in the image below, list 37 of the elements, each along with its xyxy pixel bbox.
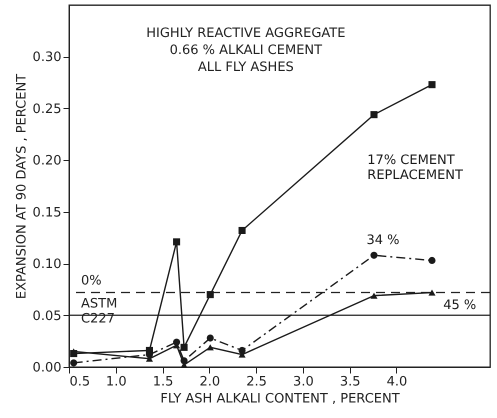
series-label: 34 % xyxy=(366,232,400,248)
y-tick-label: 0.20 xyxy=(32,154,62,169)
point xyxy=(370,292,378,299)
point xyxy=(370,111,378,118)
text: HIGHLY REACTIVE AGGREGATE 0.66 % ALKALI CEMENT ALL FLY ASHES xyxy=(146,26,346,75)
y-tick-label: 0.10 xyxy=(32,257,62,272)
point xyxy=(70,359,78,366)
point xyxy=(70,348,78,355)
point xyxy=(173,238,180,246)
x-axis-title: FLY ASH ALKALI CONTENT , PERCENT xyxy=(160,392,400,406)
y-axis-title: EXPANSION AT 90 DAYS , PERCENT xyxy=(14,74,30,300)
x-tick-label: 1.0 xyxy=(106,374,127,390)
point xyxy=(206,291,214,298)
x-tick-label: 2.5 xyxy=(246,374,267,390)
point xyxy=(428,81,436,88)
x-tick-label: 3.5 xyxy=(340,374,361,390)
y-tick-label: 0.05 xyxy=(32,308,62,324)
x-tick-label: 0.5 xyxy=(70,374,90,390)
x-tick-label: 4.0 xyxy=(386,374,408,390)
point xyxy=(428,256,436,264)
point xyxy=(180,344,188,351)
point xyxy=(238,226,246,234)
point xyxy=(206,334,214,342)
series-label: 17% CEMENT REPLACEMENT xyxy=(367,153,464,184)
x-tick-label: 1.5 xyxy=(152,374,174,390)
ref-line-label: 0% xyxy=(81,274,102,289)
point xyxy=(370,252,378,259)
y-tick-label: 0.15 xyxy=(32,205,62,220)
point xyxy=(206,344,214,350)
y-tick-label: 0.30 xyxy=(32,50,62,66)
x-tick-label: 3.0 xyxy=(293,374,314,390)
series-label: 45 % xyxy=(443,298,476,313)
point xyxy=(428,289,436,296)
x-tick-label: 2.0 xyxy=(199,374,220,390)
y-tick-label: 0.25 xyxy=(32,102,62,117)
y-tick-label: 0.00 xyxy=(32,360,62,376)
ref-line-label: ASTM C227 xyxy=(81,296,118,326)
